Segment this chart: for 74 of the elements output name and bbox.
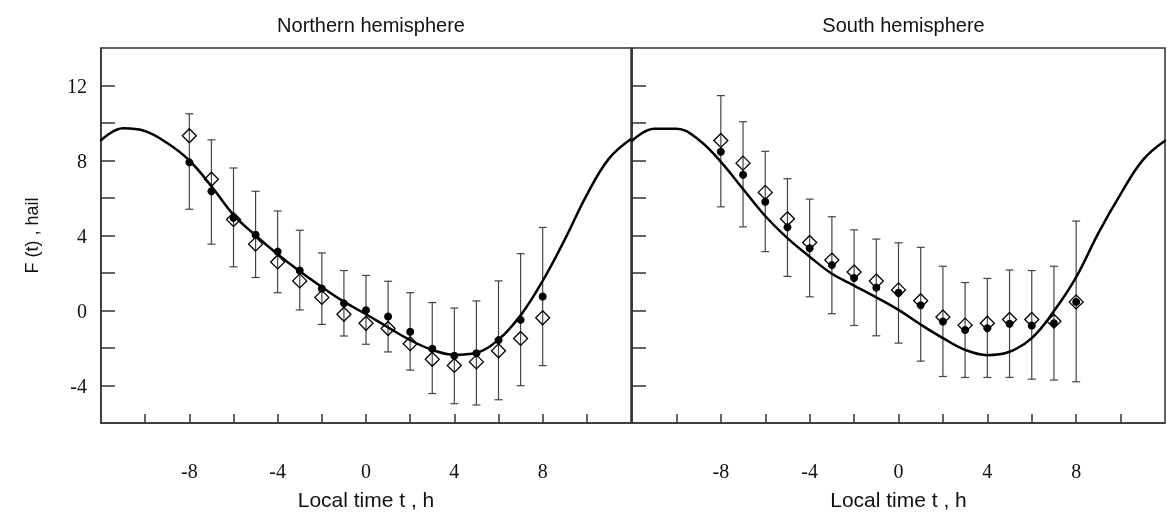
x-tick-label: -4: [801, 460, 818, 482]
point: [292, 273, 308, 289]
point: [739, 170, 748, 179]
point: [757, 184, 773, 201]
point: [716, 147, 725, 156]
point: [380, 320, 396, 337]
point: [472, 349, 481, 358]
point: [1027, 321, 1036, 330]
point: [273, 247, 282, 256]
point: [317, 284, 326, 293]
point: [362, 306, 370, 315]
point: [406, 327, 415, 336]
point: [1005, 319, 1014, 328]
point: [494, 336, 503, 345]
x-tick-label: 4: [449, 460, 460, 482]
y-tick-label: -4: [70, 374, 87, 397]
y-tick-label: 0: [77, 299, 87, 322]
y-tick-label: 4: [77, 224, 87, 247]
chart-title: South hemisphere: [822, 14, 985, 36]
point: [428, 344, 437, 353]
point: [1068, 294, 1084, 310]
point: [203, 171, 220, 187]
chart-title: Northern hemisphere: [277, 14, 465, 36]
point: [961, 326, 970, 334]
x-axis-title: Local time t , h: [830, 488, 967, 511]
point: [225, 211, 242, 228]
y-tick-label: 8: [77, 149, 87, 172]
point: [516, 315, 525, 324]
point: [779, 211, 796, 227]
point: [251, 230, 260, 239]
point: [916, 301, 925, 310]
y-tick-label: 12: [67, 74, 87, 97]
x-tick-label: 8: [1071, 460, 1082, 482]
point: [314, 289, 330, 306]
point: [247, 236, 264, 252]
point: [538, 292, 547, 301]
point: [207, 187, 216, 196]
point: [490, 343, 507, 359]
point: [1046, 313, 1062, 329]
point: [827, 261, 836, 270]
x-tick-label: -8: [712, 460, 730, 482]
x-axis-title: Local time t , h: [297, 488, 435, 511]
point: [761, 197, 770, 206]
point: [358, 315, 374, 331]
point: [446, 357, 462, 374]
point: [270, 254, 286, 270]
x-tick-label: 0: [893, 460, 904, 482]
point: [339, 299, 348, 308]
point: [512, 330, 529, 347]
point: [384, 312, 393, 321]
point: [424, 351, 440, 367]
point: [938, 317, 947, 326]
point: [336, 306, 352, 322]
point: [295, 266, 304, 275]
point: [983, 324, 992, 333]
point: [872, 283, 881, 292]
point: [181, 128, 197, 144]
point: [890, 282, 907, 298]
point: [805, 244, 814, 253]
point: [535, 310, 551, 326]
point: [468, 354, 485, 370]
point: [450, 351, 459, 360]
x-tick-label: 4: [982, 460, 993, 482]
x-tick-label: 8: [537, 460, 548, 482]
x-tick-label: -8: [181, 460, 198, 482]
point: [713, 132, 729, 149]
point: [850, 274, 859, 283]
x-tick-label: -4: [269, 460, 286, 482]
x-tick-label: 0: [361, 460, 371, 482]
y-axis-title: F (t) , hail: [22, 197, 42, 274]
point: [783, 223, 792, 232]
point: [402, 336, 418, 352]
point: [185, 158, 194, 167]
point: [735, 155, 751, 171]
